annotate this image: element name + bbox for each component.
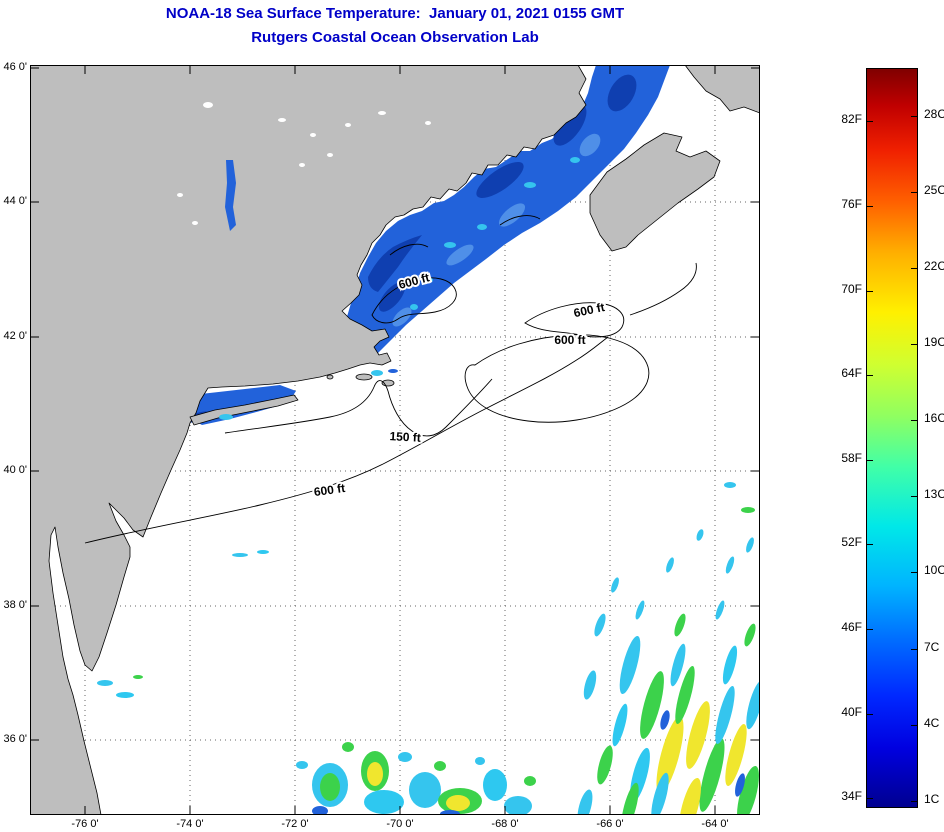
land-layer [30, 65, 760, 815]
contour-arc-2 [499, 215, 541, 226]
lake-champlain [225, 160, 236, 231]
lat-tick-label: 36 0' [3, 733, 27, 745]
contour-label-600ft-shelf: 600 ft [313, 481, 346, 499]
contour-georges-bank [464, 334, 650, 423]
colorbar-c-label: 19C [924, 335, 944, 349]
lat-tick-label: 38 0' [3, 599, 27, 611]
map-title: NOAA-18 Sea Surface Temperature: January… [165, 5, 625, 22]
map-canvas: 600 ft 600 ft 600 ft 600 ft 150 ft [30, 65, 760, 815]
lon-tick-label: -76 0' [71, 818, 99, 830]
lat-tick-label: 44 0' [3, 195, 27, 207]
contour-label-600ft-gom-lower: 600 ft [554, 333, 585, 347]
depth-contours [84, 215, 697, 544]
colorbar-c-label: 22C [924, 259, 944, 273]
colorbar-c-label: 13C [924, 487, 944, 501]
colorbar-c-label: 10C [924, 563, 944, 577]
colorbar-c-label: 4C [924, 716, 940, 730]
lon-tick-label: -66 0' [596, 818, 624, 830]
colorbar-c-label: 25C [924, 183, 944, 197]
sst-map: 600 ft 600 ft 600 ft 600 ft 150 ft [30, 65, 760, 815]
long-island [189, 394, 299, 426]
inland-water [177, 102, 431, 420]
colorbar-f-label: 82F [841, 112, 862, 126]
contour-label-150ft: 150 ft [389, 429, 421, 445]
contour-gom-east-basin [524, 302, 625, 338]
axis-ticks [30, 65, 760, 815]
colorbar-f-label: 52F [841, 535, 862, 549]
map-border [30, 65, 760, 815]
colorbar-f-label: 40F [841, 705, 862, 719]
contour-gom-west-basin [371, 277, 457, 324]
colorbar-f-label: 34F [841, 789, 862, 803]
colorbar-f-label: 64F [841, 366, 862, 380]
new-brunswick-corner [684, 65, 760, 114]
contour-arc-1 [389, 243, 429, 256]
colorbar-c-label: 28C [924, 107, 944, 121]
block-island [326, 374, 334, 380]
li-sound-speck [219, 414, 233, 420]
lat-tick-label: 40 0' [3, 464, 27, 476]
colorbar-f-label: 70F [841, 282, 862, 296]
lat-tick-label: 42 0' [3, 330, 27, 342]
map-subtitle: Rutgers Coastal Ocean Observation Lab [251, 29, 539, 46]
temperature-colorbar [866, 68, 918, 808]
mainland [30, 65, 587, 815]
sst-gulf-of-maine-swath [344, 65, 670, 361]
colorbar-f-label: 46F [841, 620, 862, 634]
contour-label-layer: 600 ft 600 ft 600 ft 600 ft 150 ft [311, 268, 608, 501]
colorbar-c-label: 16C [924, 411, 944, 425]
contour-ns-approach [629, 262, 697, 316]
lon-tick-label: -68 0' [491, 818, 519, 830]
sst-southern-field [296, 482, 760, 815]
contour-shelf-600ft [84, 336, 609, 544]
colorbar-f-label: 58F [841, 451, 862, 465]
lat-tick-label: 46 0' [3, 61, 27, 73]
lon-tick-label: -74 0' [176, 818, 204, 830]
colorbar-f-label: 76F [841, 197, 862, 211]
nova-scotia [589, 132, 721, 252]
lon-tick-label: -70 0' [386, 818, 414, 830]
sst-data-layer [97, 65, 760, 815]
colorbar-c-label: 1C [924, 792, 940, 806]
lon-tick-label: -64 0' [701, 818, 729, 830]
colorbar-c-label: 7C [924, 640, 940, 654]
lon-tick-label: -72 0' [281, 818, 309, 830]
marthas-vineyard [355, 373, 373, 381]
contour-150ft [224, 378, 493, 437]
